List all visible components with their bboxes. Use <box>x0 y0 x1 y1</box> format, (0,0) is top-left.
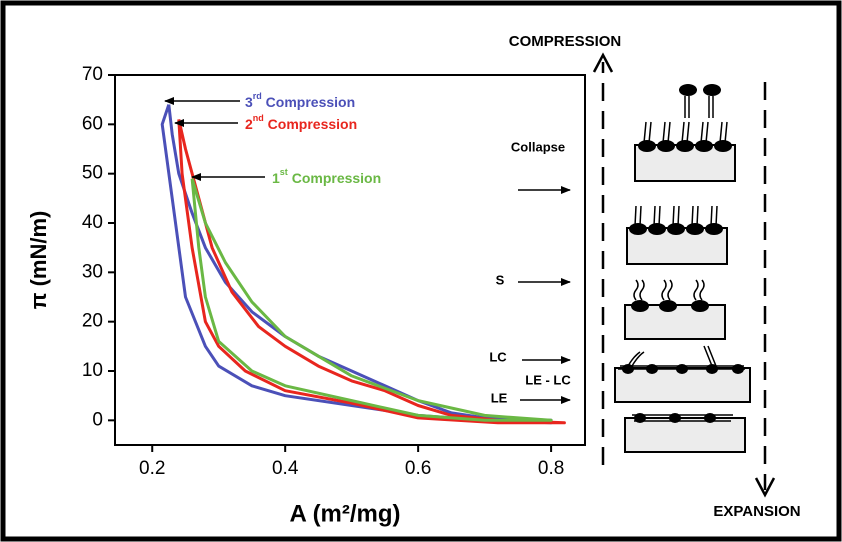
annotation-text: Compression <box>262 94 355 110</box>
tail <box>691 205 694 227</box>
tail <box>686 121 690 144</box>
tail <box>639 205 642 227</box>
annotation: 2nd Compression <box>245 113 357 131</box>
y-tick-label: 20 <box>82 311 103 332</box>
subphase <box>624 417 746 453</box>
tail <box>661 279 673 301</box>
tail <box>710 205 713 227</box>
head-group <box>631 300 649 312</box>
annotation-text: Compression <box>288 170 381 186</box>
head-group <box>695 140 713 152</box>
head-group <box>659 300 677 312</box>
annotation-number: 2 <box>245 116 253 132</box>
phase-label: Collapse <box>511 139 565 154</box>
x-axis-label: A (m²/mg) <box>289 500 400 527</box>
phase-label: LC <box>489 349 507 364</box>
tail <box>667 121 671 144</box>
tail <box>643 121 647 144</box>
y-tick-label: 40 <box>82 212 103 233</box>
tail <box>715 205 718 227</box>
series-line <box>190 178 553 422</box>
tail <box>662 121 666 144</box>
series-line <box>177 119 566 425</box>
y-axis-label: π (mN/m) <box>26 211 51 310</box>
head-group <box>638 140 656 152</box>
y-tick-label: 10 <box>82 360 103 381</box>
tail <box>658 205 661 227</box>
head-group <box>714 140 732 152</box>
tail <box>705 121 709 144</box>
tail <box>696 205 699 227</box>
tail <box>648 121 652 144</box>
annotation-number: 3 <box>245 94 253 110</box>
arrow-head <box>754 477 776 498</box>
tail <box>719 121 723 144</box>
head-group <box>703 84 721 96</box>
molecule-drawings <box>614 84 751 453</box>
y-tick-label: 70 <box>82 64 103 85</box>
tail <box>700 121 704 144</box>
tail <box>677 205 680 227</box>
diagram <box>592 52 776 498</box>
head-group <box>691 300 709 312</box>
annotation-suffix: rd <box>253 91 262 101</box>
top-label: COMPRESSION <box>509 33 622 50</box>
tail <box>634 205 637 227</box>
x-tick-label: 0.2 <box>139 458 165 479</box>
y-tick-label: 0 <box>92 409 103 430</box>
y-tick-label: 60 <box>82 113 103 134</box>
annotation: 3rd Compression <box>245 91 355 109</box>
tail <box>653 205 656 227</box>
tail <box>672 205 675 227</box>
x-tick-label: 0.8 <box>538 458 564 479</box>
annotation-text: Compression <box>264 116 357 132</box>
head-group <box>629 223 647 235</box>
tail <box>693 279 705 301</box>
annotation-number: 1 <box>272 170 280 186</box>
bottom-label: EXPANSION <box>713 503 800 520</box>
head-group <box>648 223 666 235</box>
phase-label: S <box>496 272 505 287</box>
annotation: 1st Compression <box>272 167 381 185</box>
tail <box>627 345 717 367</box>
head-group <box>686 223 704 235</box>
tail <box>633 279 645 301</box>
x-tick-label: 0.6 <box>405 458 431 479</box>
plot-area <box>114 74 586 446</box>
phase-label: LE <box>491 390 508 405</box>
head-group <box>705 223 723 235</box>
y-tick-label: 50 <box>82 163 103 184</box>
head-group <box>676 140 694 152</box>
annotation-suffix: nd <box>253 113 264 123</box>
phase-arrows <box>518 186 571 404</box>
annotation-suffix: st <box>280 167 288 177</box>
x-tick-label: 0.4 <box>272 458 299 479</box>
arrow-head <box>592 52 614 73</box>
head-group <box>679 84 697 96</box>
head-group <box>667 223 685 235</box>
head-group <box>657 140 675 152</box>
y-tick-label: 30 <box>82 261 103 282</box>
phase-label: LE - LC <box>525 372 571 387</box>
tail <box>724 121 728 144</box>
tail <box>681 121 685 144</box>
